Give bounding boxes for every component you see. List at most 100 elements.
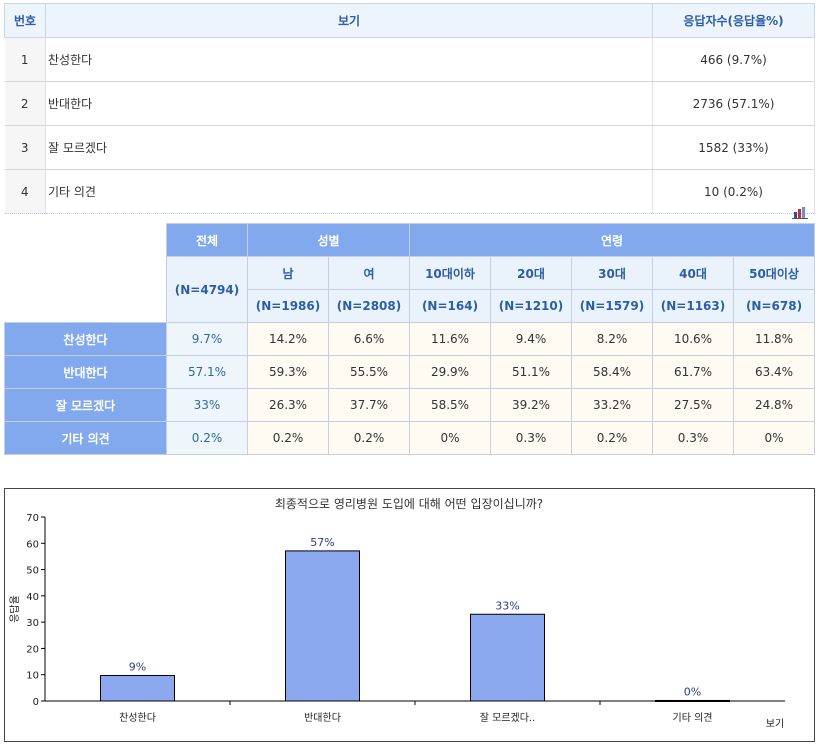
cell-total: 0.2% (166, 421, 248, 455)
y-tick-label: 70 (26, 513, 39, 524)
header-col: 30대 (571, 256, 653, 290)
cell-value: 8.2% (571, 322, 653, 356)
header-col-n: (N=1210) (490, 289, 572, 323)
cell-value: 6.6% (328, 322, 410, 356)
cell-value: 51.1% (490, 355, 572, 389)
cell-value: 33.2% (571, 388, 653, 422)
header-col: 50대이상 (732, 256, 816, 290)
category-label: 찬성한다 (119, 712, 156, 724)
cell-value: 0.3% (652, 421, 734, 455)
bar (285, 550, 360, 702)
crosstab-row: 잘 모르겠다 33% 26.3% 37.7% 58.5% 39.2% 33.2%… (4, 388, 816, 422)
bar (655, 699, 730, 702)
row-option: 잘 모르겠다 (45, 125, 653, 170)
header-col: 20대 (490, 256, 572, 290)
y-tick-label: 10 (26, 671, 39, 682)
cell-value: 63.4% (732, 355, 816, 389)
row-count: 466 (9.7%) (652, 37, 815, 82)
y-axis-title: 응답율 (9, 595, 21, 623)
row-count: 1582 (33%) (652, 125, 815, 170)
header-option: 보기 (45, 3, 653, 38)
crosstab-row: 기타 의견 0.2% 0.2% 0.2% 0% 0.3% 0.2% 0.3% 0… (4, 421, 816, 455)
data-label: 9% (129, 661, 146, 674)
row-num: 4 (4, 169, 46, 214)
bar (100, 675, 175, 702)
cell-value: 37.7% (328, 388, 410, 422)
y-tick-label: 20 (26, 644, 39, 655)
answer-table-header: 번호 보기 응답자수(응답율%) (4, 3, 815, 38)
header-col-n: (N=2808) (328, 289, 410, 323)
table-row: 2 반대한다 2736 (57.1%) (4, 81, 815, 126)
category-label: 잘 모르겠다.. (480, 712, 536, 724)
y-tick-label: 30 (26, 618, 39, 629)
answer-table: 번호 보기 응답자수(응답율%) 1 찬성한다 466 (9.7%) 2 반대한… (4, 3, 815, 214)
cell-value: 58.5% (409, 388, 491, 422)
header-num: 번호 (4, 3, 46, 38)
header-total-n: (N=4794) (166, 256, 248, 323)
header-group-gender: 성별 (247, 223, 410, 257)
row-num: 3 (4, 125, 46, 170)
category-label: 반대한다 (304, 712, 341, 724)
table-row: 4 기타 의견 10 (0.2%) (4, 169, 815, 214)
bar (470, 613, 545, 702)
header-col: 남 (247, 256, 329, 290)
row-label: 반대한다 (4, 355, 167, 389)
row-option: 반대한다 (45, 81, 653, 126)
cell-total: 57.1% (166, 355, 248, 389)
row-label: 찬성한다 (4, 322, 167, 356)
bars: 9% 57% 33% 0% (100, 536, 730, 702)
crosstab-row: 반대한다 57.1% 59.3% 55.5% 29.9% 51.1% 58.4%… (4, 355, 816, 389)
row-num: 2 (4, 81, 46, 126)
header-col-n: (N=164) (409, 289, 491, 323)
header-col: 40대 (652, 256, 734, 290)
cell-value: 11.8% (732, 322, 816, 356)
chart-title: 최종적으로 영리병원 도입에 대해 어떤 입장이십니까? (275, 497, 543, 511)
bar-chart-icon[interactable] (792, 206, 808, 219)
cell-value: 59.3% (247, 355, 329, 389)
cell-value: 14.2% (247, 322, 329, 356)
cell-value: 0.2% (247, 421, 329, 455)
cell-value: 24.8% (732, 388, 816, 422)
header-col: 여 (328, 256, 410, 290)
header-col-n: (N=1986) (247, 289, 329, 323)
y-tick-label: 60 (26, 539, 39, 550)
x-axis-title: 보기 (766, 718, 784, 730)
y-tick-label: 40 (26, 592, 39, 603)
category-label: 기타 의견 (673, 712, 713, 724)
cell-value: 11.6% (409, 322, 491, 356)
crosstab-table: 전체 성별 연령 (N=4794) 남 여 10대이하 20대 30대 40대 … (4, 223, 816, 455)
header-col-n: (N=1163) (652, 289, 734, 323)
y-ticks: 0 10 20 30 40 50 60 70 (26, 513, 45, 708)
y-tick-label: 0 (33, 697, 39, 708)
cell-value: 61.7% (652, 355, 734, 389)
header-col: 10대이하 (409, 256, 491, 290)
data-label: 33% (495, 599, 519, 612)
data-label: 0% (684, 685, 701, 698)
cell-total: 9.7% (166, 322, 248, 356)
table-row: 3 잘 모르겠다 1582 (33%) (4, 125, 815, 170)
header-group-age: 연령 (408, 223, 816, 257)
cell-value: 0.2% (328, 421, 410, 455)
cell-value: 55.5% (328, 355, 410, 389)
cell-value: 0.2% (571, 421, 653, 455)
row-count: 2736 (57.1%) (652, 81, 815, 126)
cell-value: 29.9% (409, 355, 491, 389)
table-row: 1 찬성한다 466 (9.7%) (4, 37, 815, 82)
row-count: 10 (0.2%) (652, 169, 815, 214)
row-label: 잘 모르겠다 (4, 388, 167, 422)
crosstab-row: 찬성한다 9.7% 14.2% 6.6% 11.6% 9.4% 8.2% 10.… (4, 322, 816, 356)
row-label: 기타 의견 (4, 421, 167, 455)
header-total: 전체 (166, 223, 248, 257)
row-option: 기타 의견 (45, 169, 653, 214)
category-labels: 찬성한다 반대한다 잘 모르겠다.. 기타 의견 (119, 701, 712, 724)
crosstab-corner (4, 223, 167, 323)
cell-value: 0% (732, 421, 816, 455)
data-label: 57% (310, 536, 334, 549)
cell-value: 27.5% (652, 388, 734, 422)
header-col-n: (N=678) (732, 289, 816, 323)
cell-value: 10.6% (652, 322, 734, 356)
cell-value: 9.4% (490, 322, 572, 356)
row-option: 찬성한다 (45, 37, 653, 82)
row-num: 1 (4, 37, 46, 82)
cell-value: 58.4% (571, 355, 653, 389)
